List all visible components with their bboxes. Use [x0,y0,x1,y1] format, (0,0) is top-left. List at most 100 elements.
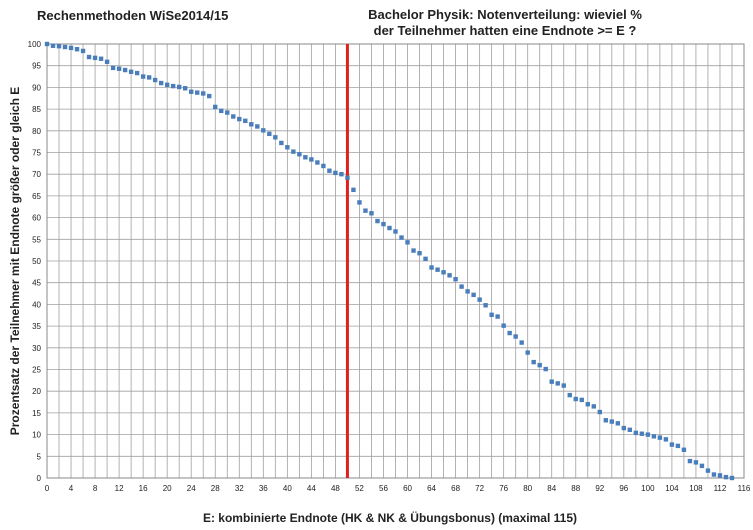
data-point [98,56,104,61]
data-point [729,475,735,481]
data-point [393,229,398,234]
data-point [651,434,657,439]
x-tick-label: 48 [331,484,340,493]
data-point [351,187,356,193]
plot-area [46,43,745,479]
data-point [249,122,254,127]
data-point [465,289,470,294]
data-point [309,157,314,162]
chart-title-line1: Bachelor Physik: Notenverteilung: wievie… [368,7,642,22]
data-point [273,135,278,140]
data-point [146,75,152,80]
data-point [495,314,500,319]
x-tick-label: 60 [403,484,412,493]
x-tick-label: 80 [523,484,532,493]
y-tick-label: 30 [32,344,41,353]
data-point [591,404,596,409]
y-tick-label: 55 [32,235,41,244]
x-tick-label: 20 [163,484,172,493]
x-tick-label: 100 [641,484,655,493]
data-point [519,340,524,345]
data-point [158,80,164,86]
x-tick-label: 16 [139,484,148,493]
x-tick-label: 24 [187,484,196,493]
data-point [375,218,380,224]
data-point [543,366,548,372]
x-tick-label: 92 [595,484,604,493]
data-point [267,131,272,137]
data-point [411,248,416,253]
y-tick-label: 85 [32,105,41,114]
data-point [585,402,590,407]
data-point [561,383,566,388]
y-tick-label: 5 [37,452,42,461]
data-point [573,396,578,402]
data-point [327,168,332,173]
data-point [615,421,621,426]
data-point [213,104,218,110]
data-point [255,124,260,129]
data-point [92,55,98,61]
data-point [116,66,122,71]
x-tick-label: 56 [379,484,388,493]
y-tick-label: 80 [32,127,41,136]
data-point [423,256,428,262]
x-tick-label: 64 [427,484,436,493]
data-point [669,442,675,447]
y-tick-label: 0 [37,474,42,483]
data-point [681,447,687,452]
data-point [627,427,633,433]
data-point [195,90,200,95]
data-point [717,473,723,478]
data-point [549,379,554,384]
data-points [44,41,735,481]
data-point [663,437,669,442]
x-tick-label: 84 [547,484,556,493]
y-tick-label: 75 [32,149,41,158]
data-point [110,65,116,71]
y-tick-label: 40 [32,300,41,309]
data-point [705,468,711,473]
data-point [429,265,434,270]
y-tick-label: 95 [32,62,41,71]
data-point [711,472,717,477]
data-point [315,160,320,165]
chart-title-line2: der Teilnehmer hatten eine Endnote >= E … [374,23,637,38]
data-point [483,303,488,308]
x-tick-label: 116 [738,484,751,493]
x-axis-ticks: 0 4 8 12 16 20 24 28 32 36 40 44 48 52 56 60 64 68 72 76 80 8… [45,484,751,493]
y-tick-label: 60 [32,214,41,223]
y-tick-label: 100 [28,40,42,49]
x-tick-label: 40 [283,484,292,493]
x-tick-label: 8 [93,484,98,493]
data-point [399,235,404,240]
data-point [693,460,699,465]
grid-lines [46,43,745,479]
data-point [531,359,536,365]
data-point [176,84,182,90]
data-point [104,59,110,64]
data-point [621,425,627,431]
data-point [231,114,236,119]
data-point [633,430,639,436]
data-point [699,463,705,469]
x-tick-label: 68 [451,484,460,493]
x-tick-label: 96 [619,484,628,493]
x-tick-label: 72 [475,484,484,493]
data-point [297,152,302,157]
data-point [369,211,374,216]
data-point [243,118,248,124]
x-tick-label: 76 [499,484,508,493]
data-point [128,69,134,74]
x-tick-label: 0 [45,484,50,493]
data-point [237,116,242,122]
data-point [122,67,128,73]
data-point [219,108,224,114]
data-point [477,297,482,302]
data-point [164,82,170,87]
data-point [321,163,326,169]
data-point [357,200,362,205]
x-tick-label: 36 [259,484,268,493]
data-point [363,208,368,213]
